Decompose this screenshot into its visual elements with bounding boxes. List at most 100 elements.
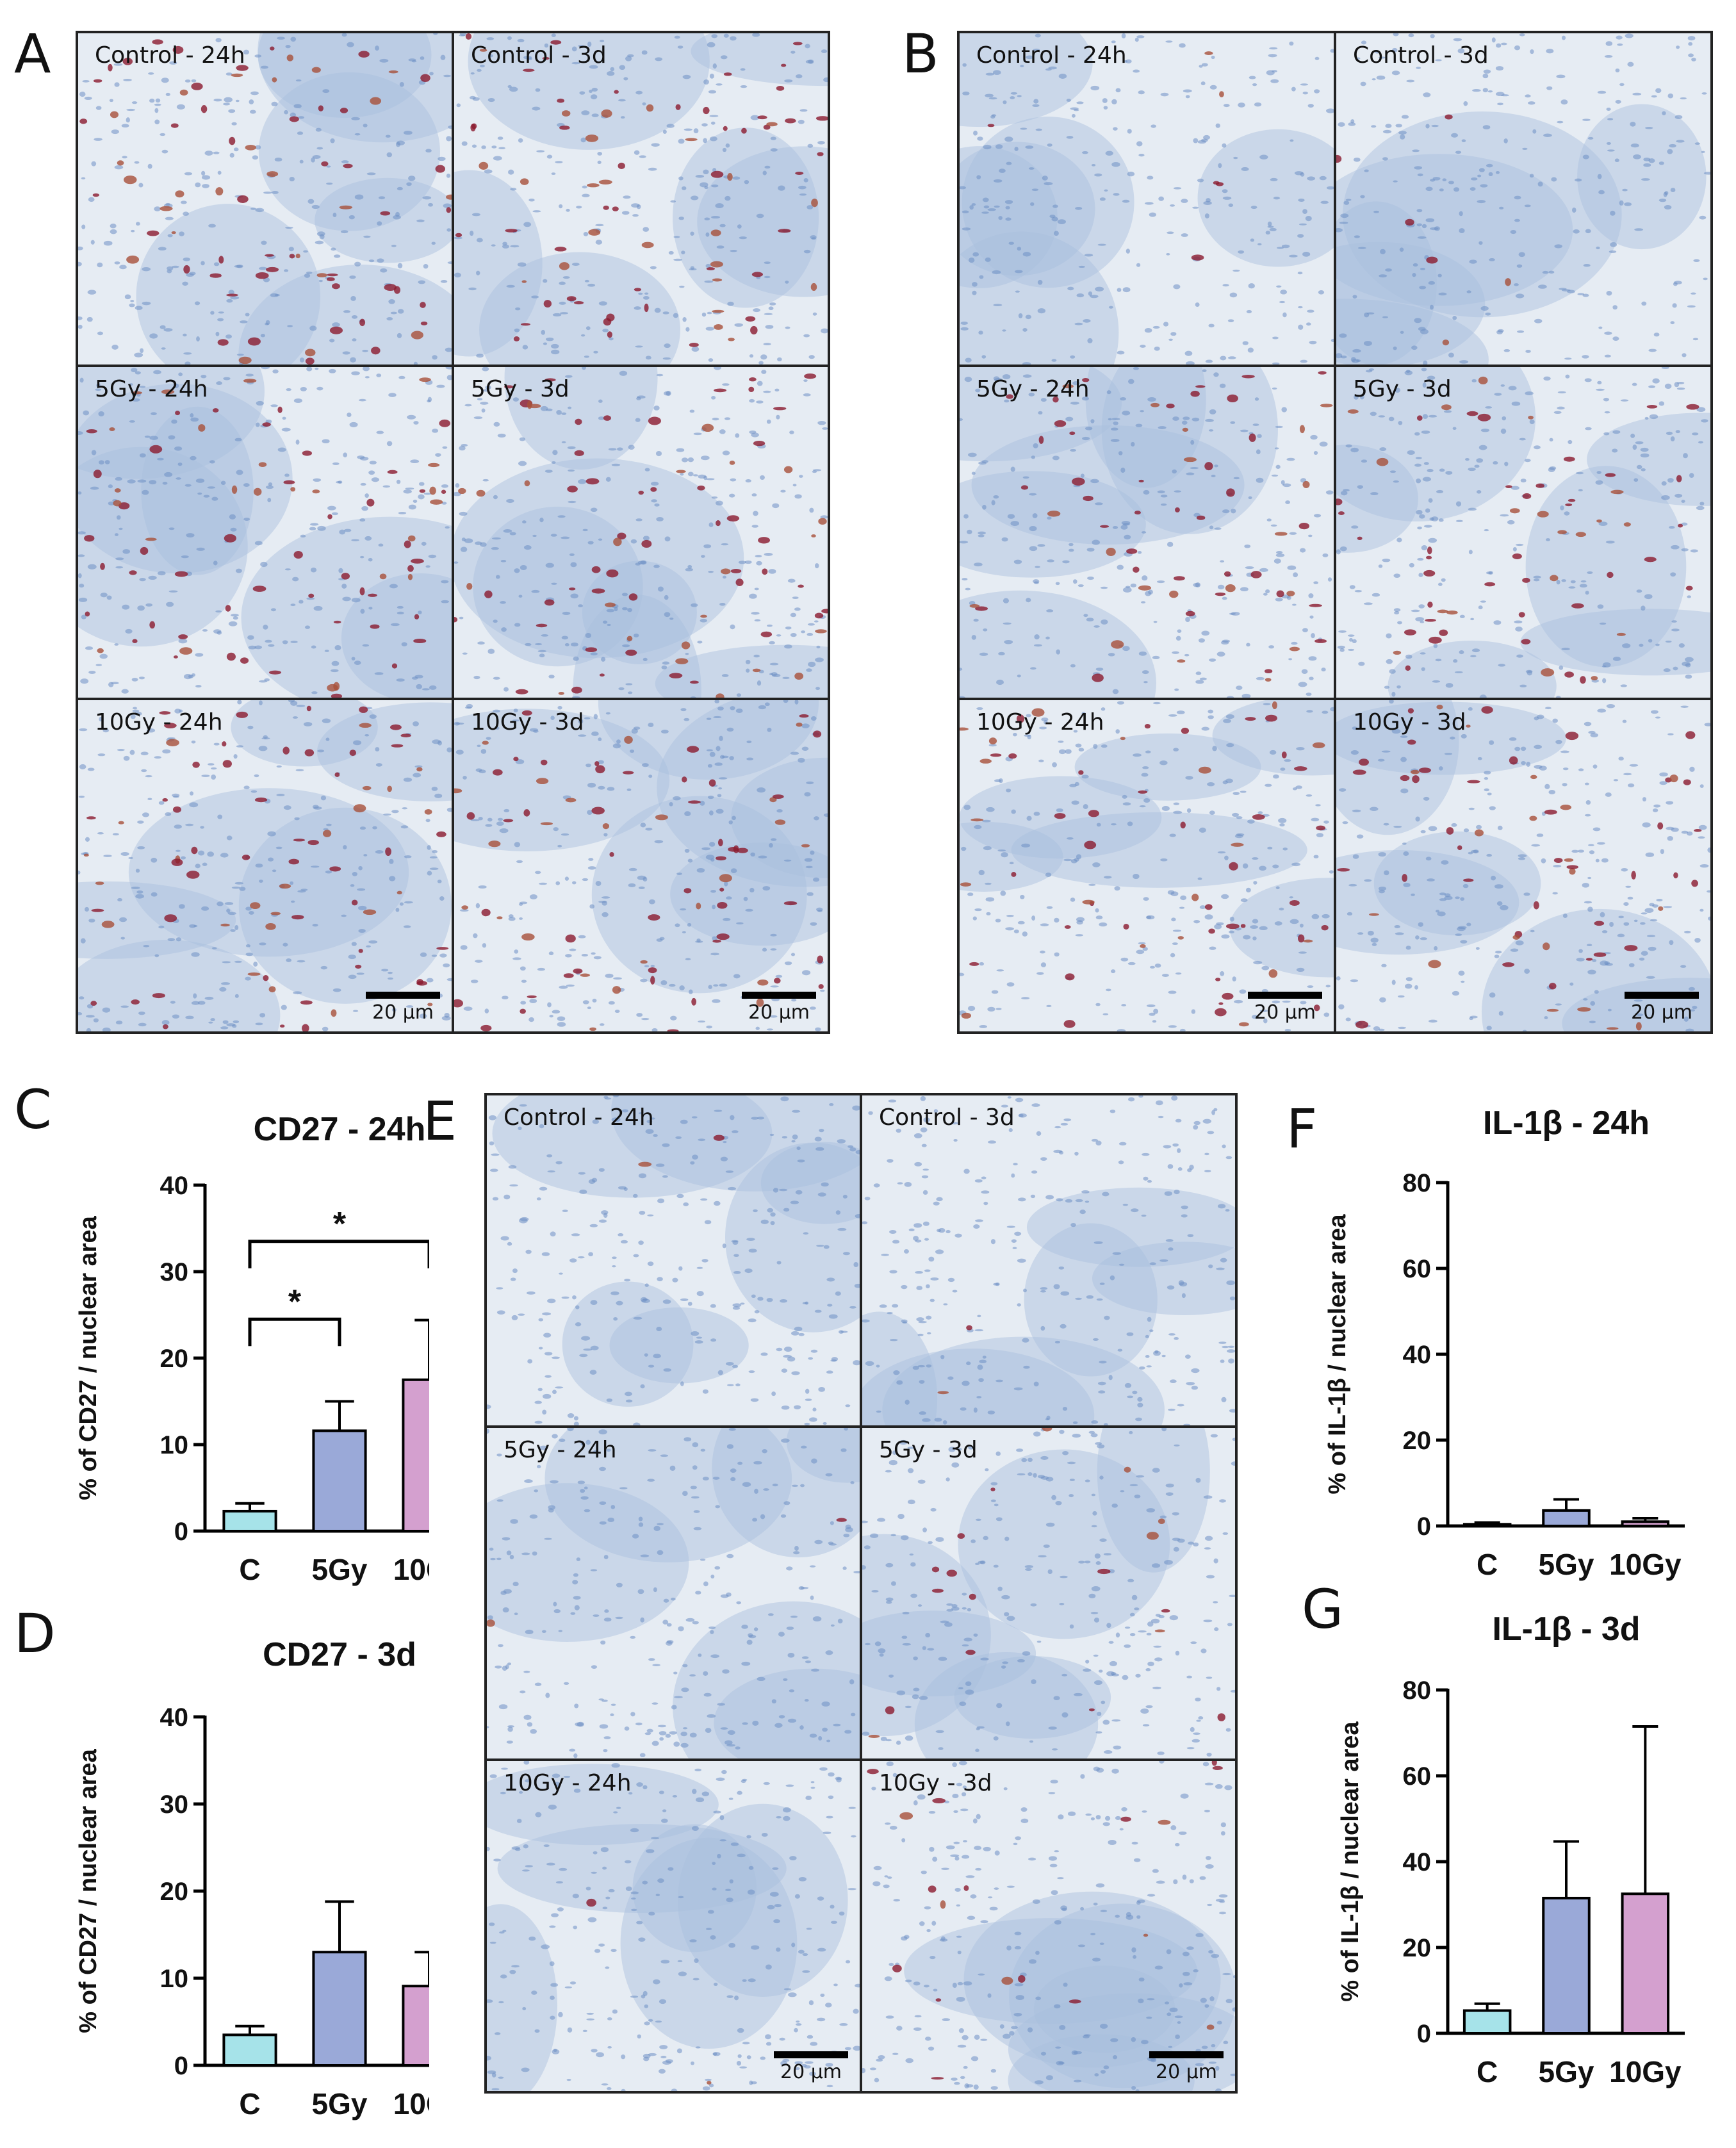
- micrograph-10gy-24h: 10Gy - 24h 20 µm: [960, 700, 1334, 1031]
- micrograph-label: 10Gy - 3d: [471, 709, 584, 736]
- y-axis-label: % of IL-1β / nuclear area: [1337, 1721, 1364, 2002]
- significance-bracket: [248, 1240, 429, 1268]
- x-tick-label: 10Gy: [393, 2087, 429, 2120]
- y-tick-label: 60: [1403, 1255, 1432, 1283]
- bar: [402, 1378, 429, 1532]
- micrograph-label: 5Gy - 3d: [1353, 375, 1452, 402]
- y-tick-label: 40: [1403, 1848, 1432, 1876]
- scale-bar: 20 µm: [1625, 992, 1699, 1024]
- micrograph-label: 10Gy - 24h: [976, 709, 1104, 736]
- panel-label-g: G: [1302, 1578, 1344, 1641]
- tissue-texture: [862, 1095, 1235, 1426]
- chart-title: CD27 - 3d: [263, 1636, 416, 1673]
- scale-bar-label: 20 µm: [780, 2060, 842, 2083]
- y-tick-label: 60: [1403, 1762, 1432, 1791]
- scale-bar-label: 20 µm: [1630, 1001, 1693, 1024]
- y-tick-label: 80: [1403, 1169, 1432, 1197]
- chart-title: IL-1β - 3d: [1492, 1611, 1640, 1648]
- tissue-texture: [862, 1428, 1235, 1759]
- micrograph-10gy-3d: 10Gy - 3d 20 µm: [1336, 700, 1710, 1031]
- micrograph-label: 10Gy - 24h: [95, 709, 223, 736]
- micrograph-5gy-3d: 5Gy - 3d: [1336, 366, 1710, 698]
- x-tick-label: C: [1477, 1548, 1498, 1581]
- micrograph-grid-e: Control - 24h Control - 3d 5Gy - 24h 5Gy…: [484, 1093, 1238, 2094]
- micrograph-grid-b: Control - 24h Control - 3d 5Gy - 24h 5Gy…: [957, 31, 1713, 1034]
- micrograph-label: 10Gy - 3d: [1353, 709, 1466, 736]
- scale-bar: 20 µm: [774, 2051, 848, 2083]
- y-tick-label: 0: [174, 1518, 188, 1546]
- micrograph-10gy-24h: 10Gy - 24h 20 µm: [487, 1760, 860, 2091]
- tissue-texture: [1336, 366, 1710, 698]
- bar-chart-f: IL-1β - 24h % of IL-1β / nuclear area 0 20 4…: [1324, 1104, 1685, 1581]
- bar: [222, 1509, 277, 1533]
- micrograph-label: Control - 3d: [879, 1104, 1015, 1131]
- micrograph-label: Control - 3d: [471, 42, 607, 69]
- x-tick-label: 5Gy: [1539, 1548, 1594, 1581]
- y-tick-label: 20: [1403, 1427, 1432, 1455]
- scale-bar-label: 20 µm: [1254, 1001, 1316, 1024]
- micrograph-label: 5Gy - 3d: [471, 375, 569, 402]
- x-tick-label: C: [1477, 2055, 1498, 2088]
- significance-bracket: [248, 1317, 341, 1347]
- panel-label-e: E: [423, 1090, 457, 1152]
- panel-label-d: D: [14, 1602, 56, 1665]
- x-tick-label: 5Gy: [1539, 2055, 1594, 2088]
- tissue-texture: [1336, 33, 1710, 365]
- micrograph-5gy-24h: 5Gy - 24h: [960, 366, 1334, 698]
- bar: [402, 1985, 429, 2067]
- y-tick-label: 0: [174, 2052, 188, 2080]
- y-tick-label: 10: [160, 1965, 189, 1993]
- x-tick-label: 10Gy: [1609, 1548, 1682, 1581]
- y-axis-label: % of CD27 / nuclear area: [75, 1748, 102, 2033]
- bar: [1462, 1523, 1512, 1528]
- micrograph-control-24h: Control - 24h: [960, 33, 1334, 365]
- y-tick-label: 30: [160, 1791, 189, 1819]
- y-tick-label: 80: [1403, 1677, 1432, 1705]
- tissue-texture: [960, 33, 1334, 365]
- y-axis-label: % of IL-1β / nuclear area: [1324, 1214, 1351, 1495]
- bar-chart-g: IL-1β - 3d % of IL-1β / nuclear area 0 20 40…: [1337, 1611, 1685, 2088]
- bar: [312, 1951, 367, 2067]
- x-tick-label: 10Gy: [393, 1553, 429, 1586]
- scale-bar: 20 µm: [1248, 992, 1322, 1024]
- x-tick-label: 5Gy: [312, 1553, 368, 1586]
- tissue-texture: [1336, 700, 1710, 1031]
- micrograph-label: 5Gy - 24h: [95, 375, 208, 402]
- tissue-texture: [454, 366, 828, 698]
- micrograph-10gy-24h: 10Gy - 24h 20 µm: [78, 700, 452, 1031]
- micrograph-grid-a: Control - 24h Control - 3d 5Gy - 24h 5Gy…: [76, 31, 830, 1034]
- bar: [312, 1429, 367, 1533]
- tissue-texture: [454, 700, 828, 1031]
- micrograph-label: Control - 3d: [1353, 42, 1489, 69]
- tissue-texture: [862, 1760, 1235, 2091]
- significance-label: *: [333, 1206, 347, 1243]
- scale-bar-label: 20 µm: [372, 1001, 434, 1024]
- micrograph-label: Control - 24h: [504, 1104, 654, 1131]
- micrograph-control-3d: Control - 3d: [862, 1095, 1235, 1426]
- micrograph-label: Control - 24h: [976, 42, 1127, 69]
- y-tick-label: 0: [1417, 1513, 1431, 1541]
- micrograph-5gy-3d: 5Gy - 3d: [454, 366, 828, 698]
- chart-title: CD27 - 24h: [254, 1111, 426, 1148]
- micrograph-label: 5Gy - 24h: [504, 1437, 617, 1464]
- y-tick-label: 30: [160, 1258, 189, 1286]
- tissue-texture: [960, 700, 1334, 1031]
- panel-label-b: B: [902, 22, 939, 85]
- bar: [1542, 1509, 1591, 1528]
- x-tick-label: 5Gy: [312, 2087, 368, 2120]
- panel-label-a: A: [14, 22, 51, 85]
- micrograph-label: 5Gy - 3d: [879, 1437, 978, 1464]
- tissue-texture: [487, 1095, 860, 1426]
- bar: [1542, 1896, 1591, 2035]
- tissue-texture: [454, 33, 828, 365]
- micrograph-control-24h: Control - 24h: [78, 33, 452, 365]
- bar: [1621, 1892, 1670, 2035]
- tissue-texture: [78, 366, 452, 698]
- micrograph-control-3d: Control - 3d: [454, 33, 828, 365]
- tissue-texture: [487, 1428, 860, 1759]
- significance-label: *: [288, 1283, 302, 1320]
- y-tick-label: 40: [1403, 1341, 1432, 1369]
- chart-title: IL-1β - 24h: [1483, 1104, 1650, 1142]
- y-tick-label: 20: [160, 1345, 189, 1373]
- y-tick-label: 40: [160, 1703, 189, 1732]
